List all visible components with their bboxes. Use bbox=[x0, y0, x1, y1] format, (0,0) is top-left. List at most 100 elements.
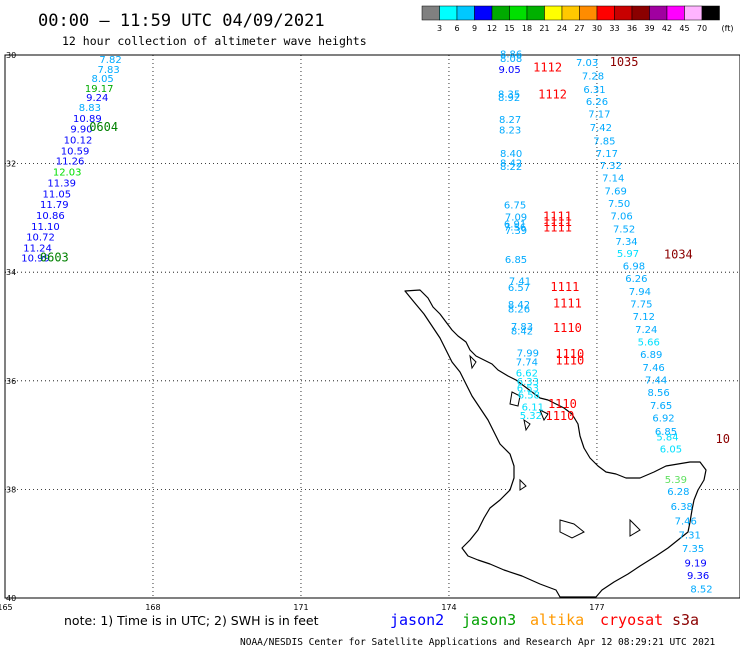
wave-height-value: 8.05 bbox=[92, 74, 114, 85]
wave-height-value: 8.26 bbox=[508, 304, 530, 315]
wave-height-value: 6.98 bbox=[623, 261, 645, 272]
wave-height-value: 7.82 bbox=[99, 55, 121, 66]
legend-label: 12 bbox=[487, 24, 497, 33]
wave-height-value: 6.26 bbox=[625, 274, 647, 285]
wave-height-value: 8.27 bbox=[499, 115, 521, 126]
axis-labels: 30 32 34 36 38 40165 168 171 174 177 bbox=[0, 51, 605, 612]
wave-height-value: 7.50 bbox=[608, 199, 630, 210]
wave-height-value: 8.40 bbox=[500, 149, 522, 160]
wave-height-value: 7.65 bbox=[650, 401, 672, 412]
wave-height-value: 11.26 bbox=[56, 157, 85, 168]
wave-height-value: 7.09 bbox=[505, 213, 527, 224]
pass-time-label: 1111 bbox=[543, 210, 572, 224]
legend-label: 9 bbox=[472, 24, 477, 33]
page-subtitle: 12 hour collection of altimeter wave hei… bbox=[62, 34, 367, 48]
wave-height-value: 7.39 bbox=[505, 226, 527, 237]
wave-height-value: 7.06 bbox=[610, 212, 632, 223]
wave-height-value: 8.92 bbox=[498, 93, 520, 104]
wave-height-value: 9.05 bbox=[499, 65, 521, 76]
satellite-cryosat: cryosat bbox=[600, 611, 663, 629]
legend-swatch bbox=[474, 5, 493, 21]
wave-height-value: 7.46 bbox=[643, 363, 665, 374]
legend-swatch bbox=[509, 5, 528, 21]
lat-label: 34 bbox=[6, 268, 16, 277]
wave-height-value: 7.42 bbox=[590, 123, 612, 134]
wave-height-value: 7.74 bbox=[516, 358, 538, 369]
pass-time-label: 1111 bbox=[543, 215, 572, 229]
pass-time-label: 1035 bbox=[610, 55, 639, 69]
wave-height-value: 7.83 bbox=[511, 322, 533, 333]
pass-time-label: 1110 bbox=[545, 409, 574, 423]
wave-height-value: 8.42 bbox=[508, 300, 530, 311]
wave-height-value: 7.34 bbox=[615, 237, 637, 248]
legend-label: 39 bbox=[644, 24, 654, 33]
wave-height-value: 8.23 bbox=[499, 126, 521, 137]
wave-height-value: 8.52 bbox=[690, 585, 712, 596]
legend-swatch bbox=[614, 5, 633, 21]
wave-height-value: 11.79 bbox=[40, 200, 69, 211]
pass-time-label: 1110 bbox=[548, 397, 577, 411]
pass-time-label: 0603 bbox=[40, 250, 69, 264]
satellite-jason2: jason2 bbox=[390, 611, 444, 629]
wave-height-value: 7.44 bbox=[645, 376, 667, 387]
pass-time-label: 1110 bbox=[555, 347, 584, 361]
lat-label: 36 bbox=[6, 377, 16, 386]
wave-height-value: 10.86 bbox=[36, 211, 65, 222]
lon-label: 168 bbox=[145, 603, 160, 612]
pass-time-label: 1112 bbox=[538, 87, 567, 101]
legend-swatch bbox=[684, 5, 703, 21]
wave-height-value: 6.89 bbox=[640, 350, 662, 361]
wave-height-value: 7.17 bbox=[588, 109, 610, 120]
pass-time-label: 1112 bbox=[533, 60, 562, 74]
wave-height-value: 7.52 bbox=[613, 225, 635, 236]
wave-height-value: 6.05 bbox=[660, 444, 682, 455]
legend-swatch bbox=[491, 5, 510, 21]
footer-timestamp: Apr 12 08:29:21 UTC 2021 bbox=[578, 637, 716, 648]
footer-credit: NOAA/NESDIS Center for Satellite Applica… bbox=[240, 637, 572, 648]
legend-label: 30 bbox=[592, 24, 602, 33]
lat-label: 30 bbox=[6, 51, 16, 60]
legend-label: 15 bbox=[504, 24, 514, 33]
legend-swatch bbox=[701, 5, 720, 21]
wave-height-value: 7.56 bbox=[504, 222, 526, 233]
wave-height-value: 8.22 bbox=[500, 162, 522, 173]
wave-height-value: 7.46 bbox=[675, 517, 697, 528]
wave-height-value: 7.85 bbox=[593, 137, 615, 148]
wave-height-value: 5.97 bbox=[617, 249, 639, 260]
legend-label: 27 bbox=[574, 24, 584, 33]
legend-swatch bbox=[526, 5, 545, 21]
wave-height-value: 7.24 bbox=[635, 325, 657, 336]
wave-height-value: 7.94 bbox=[629, 287, 651, 298]
legend-swatch bbox=[421, 5, 440, 21]
pass-time-label: 0604 bbox=[89, 120, 118, 134]
wave-height-value: 7.41 bbox=[509, 277, 531, 288]
wave-height-value: 6.57 bbox=[508, 283, 530, 294]
wave-height-value: 8.42 bbox=[511, 327, 533, 338]
wave-height-legend: 3 6 9 12 15 18 21 24 27 30 33 36 39 42 45 70 (ft) bbox=[421, 5, 734, 33]
wave-height-value: 11.24 bbox=[23, 244, 52, 255]
north-island-coastline bbox=[404, 289, 707, 598]
wave-height-value: 9.19 bbox=[684, 559, 706, 570]
legend-label: 21 bbox=[539, 24, 549, 33]
satellite-altika: altika bbox=[530, 611, 584, 629]
wave-height-value: 7.32 bbox=[600, 161, 622, 172]
wave-height-value: 8.35 bbox=[498, 89, 520, 100]
wave-height-value: 7.14 bbox=[602, 174, 624, 185]
wave-height-value: 6.26 bbox=[586, 97, 608, 108]
legend-label: 33 bbox=[609, 24, 619, 33]
satellite-legend: jason2 jason3 altika cryosat s3a bbox=[390, 611, 699, 629]
legend-swatch bbox=[561, 5, 580, 21]
wave-height-value: 7.75 bbox=[630, 299, 652, 310]
wave-height-value: 7.03 bbox=[576, 58, 598, 69]
wave-height-value: 6.58 bbox=[518, 391, 540, 402]
wave-height-value: 6.28 bbox=[667, 487, 689, 498]
wave-height-value: 6.11 bbox=[522, 403, 544, 414]
wave-height-value: 6.85 bbox=[655, 427, 677, 438]
wave-height-value: 8.86 bbox=[500, 50, 522, 61]
wave-height-value: 10.59 bbox=[61, 146, 90, 157]
wave-height-value: 7.12 bbox=[633, 312, 655, 323]
satellite-s3a: s3a bbox=[672, 611, 699, 629]
wave-height-value: 8.56 bbox=[647, 388, 669, 399]
legend-label: (ft) bbox=[722, 24, 734, 33]
legend-swatch bbox=[456, 5, 475, 21]
